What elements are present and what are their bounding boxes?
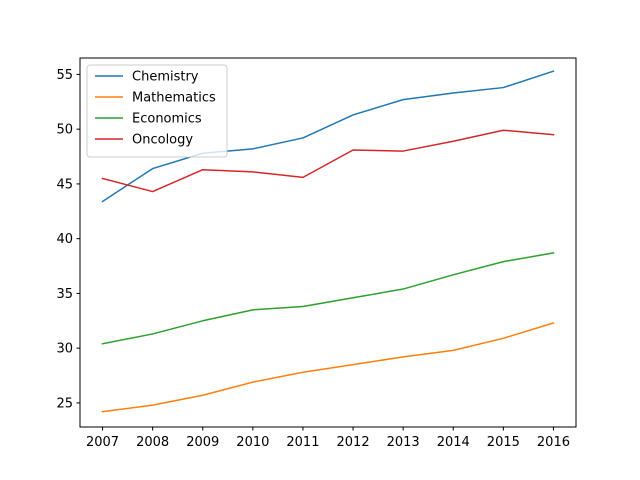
x-tick-label-2015: 2015 [487, 435, 520, 450]
x-tick-label-2014: 2014 [437, 435, 470, 450]
legend: Chemistry Mathematics Economics Oncology [86, 64, 228, 158]
x-tick-label-2007: 2007 [86, 435, 119, 450]
y-tick-label-35: 35 [56, 287, 73, 302]
x-tick-label-2008: 2008 [136, 435, 169, 450]
y-tick-label-55: 55 [56, 68, 73, 83]
y-tick-label-50: 50 [56, 123, 73, 138]
x-tick-label-2013: 2013 [387, 435, 420, 450]
series-line-economics [101, 252, 555, 345]
series-line-oncology [101, 129, 555, 193]
legend-label-mathematics: Mathematics [132, 91, 216, 106]
x-tick-label-2016: 2016 [537, 435, 570, 450]
y-tick-label-40: 40 [56, 232, 73, 247]
y-tick-label-30: 30 [56, 342, 73, 357]
legend-box [86, 64, 228, 158]
series-layer [101, 70, 555, 413]
series-line-chemistry [101, 70, 555, 203]
x-tick-label-2010: 2010 [236, 435, 269, 450]
plot-frame [79, 57, 577, 428]
series-line-mathematics [101, 322, 555, 413]
axes-layer: 2007 2008 2009 2010 2011 2012 2013 2014 2015 2016… [56, 57, 577, 450]
legend-label-economics: Economics [132, 112, 202, 127]
legend-label-oncology: Oncology [132, 133, 193, 148]
x-tick-label-2012: 2012 [337, 435, 370, 450]
y-tick-label-25: 25 [56, 396, 73, 411]
x-tick-label-2011: 2011 [286, 435, 319, 450]
legend-label-chemistry: Chemistry [132, 70, 199, 85]
y-tick-label-45: 45 [56, 177, 73, 192]
x-tick-label-2009: 2009 [186, 435, 219, 450]
